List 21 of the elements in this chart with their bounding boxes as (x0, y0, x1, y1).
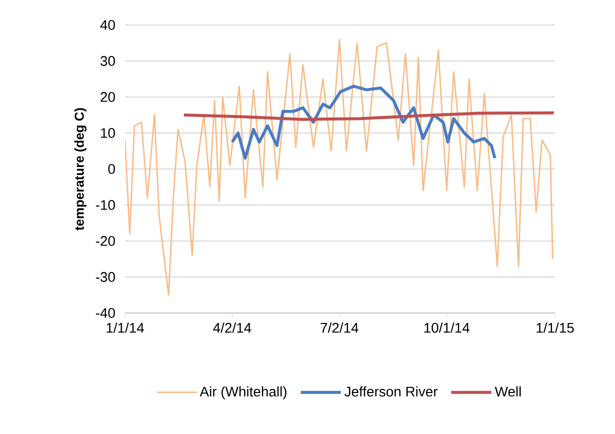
x-tick-label: 7/2/14 (320, 322, 358, 333)
line-series (125, 38, 554, 296)
y-tick-label: 10 (101, 128, 115, 138)
y-tick-label: 0 (108, 164, 115, 174)
y-tick-label: -10 (96, 200, 115, 210)
legend-label: Well (494, 386, 521, 397)
x-tick-label: 10/1/14 (424, 322, 470, 333)
line-series (230, 84, 496, 160)
line-series (182, 111, 556, 121)
y-tick-label: -30 (96, 272, 115, 282)
y-tick-label: 40 (100, 20, 115, 30)
legend-label: Air (Whitehall) (200, 386, 286, 400)
y-tick-label: -20 (96, 236, 115, 246)
x-tick-label: 1/1/14 (106, 322, 144, 333)
legend-label: Jefferson River (344, 386, 438, 397)
y-tick-label: 30 (100, 56, 115, 66)
x-tick-label: 1/1/15 (536, 322, 574, 333)
y-tick-label: -40 (96, 308, 115, 318)
x-tick-label: 4/2/14 (213, 322, 252, 333)
y-tick-label: 20 (100, 92, 115, 102)
y-axis-title: temperature (deg C) (74, 108, 86, 230)
